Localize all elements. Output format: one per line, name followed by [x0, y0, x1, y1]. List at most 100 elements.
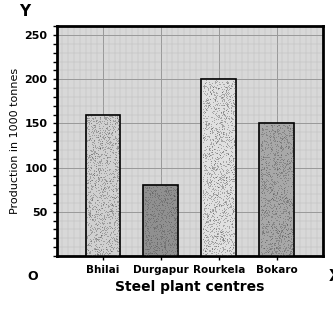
Point [216, 177, 221, 182]
Point [269, 251, 274, 256]
Point [163, 197, 168, 203]
Point [228, 189, 234, 195]
Point [100, 138, 105, 143]
Point [228, 119, 234, 124]
Point [270, 132, 276, 137]
Point [226, 238, 231, 243]
Point [213, 244, 219, 249]
Point [115, 123, 120, 128]
Point [260, 182, 265, 187]
Point [285, 138, 290, 143]
Point [264, 226, 269, 232]
Point [274, 225, 279, 231]
Point [105, 121, 110, 126]
Point [174, 185, 180, 190]
Point [214, 127, 219, 132]
Point [232, 239, 237, 244]
Point [221, 199, 226, 204]
Point [217, 177, 223, 182]
Point [114, 252, 120, 257]
Point [222, 148, 227, 153]
Point [261, 196, 266, 201]
Point [89, 214, 94, 219]
Point [85, 117, 90, 123]
Point [290, 188, 296, 193]
Point [100, 220, 105, 226]
Point [215, 177, 221, 183]
Point [143, 213, 148, 218]
Point [93, 217, 98, 222]
Point [228, 184, 233, 190]
Point [110, 171, 115, 176]
Point [275, 187, 280, 193]
Point [223, 101, 228, 106]
Point [100, 186, 105, 192]
Point [94, 227, 99, 232]
Point [274, 129, 280, 134]
Point [107, 118, 112, 123]
Point [207, 217, 212, 223]
Point [104, 131, 109, 136]
Point [260, 127, 265, 133]
Point [287, 210, 292, 215]
Point [208, 224, 213, 230]
Point [211, 197, 216, 202]
Point [106, 238, 111, 244]
Point [100, 133, 106, 138]
Point [165, 229, 170, 234]
Point [209, 126, 214, 131]
Point [103, 225, 109, 230]
Point [231, 99, 236, 104]
Point [216, 174, 221, 179]
Point [96, 194, 101, 199]
Point [103, 210, 108, 215]
Point [205, 213, 210, 218]
Point [217, 235, 222, 240]
Point [273, 250, 278, 255]
Point [231, 171, 236, 176]
Point [214, 83, 219, 88]
Point [217, 210, 223, 215]
Point [284, 170, 289, 175]
Point [90, 123, 96, 128]
Point [287, 251, 293, 256]
Point [110, 194, 115, 199]
Point [144, 201, 150, 207]
Point [97, 116, 103, 122]
Point [208, 218, 213, 223]
Point [220, 209, 225, 214]
Point [103, 134, 108, 140]
Point [208, 178, 213, 184]
Point [278, 125, 283, 130]
Point [273, 160, 278, 165]
Point [162, 198, 167, 203]
Point [97, 227, 102, 232]
Point [113, 119, 119, 124]
Point [108, 244, 113, 249]
Point [224, 148, 229, 153]
Point [227, 98, 232, 104]
Point [267, 166, 272, 171]
Point [160, 201, 165, 207]
Point [213, 86, 218, 91]
Point [159, 214, 164, 219]
Point [97, 190, 102, 195]
Point [159, 234, 164, 239]
Point [166, 238, 171, 243]
Point [98, 178, 103, 183]
Point [166, 248, 171, 253]
Point [207, 130, 212, 135]
Point [209, 238, 215, 243]
Point [219, 190, 224, 195]
Point [108, 142, 113, 148]
Point [155, 216, 161, 222]
Point [142, 229, 148, 234]
Point [264, 238, 270, 243]
Point [85, 180, 91, 185]
Point [111, 179, 116, 184]
Point [150, 209, 155, 214]
Point [172, 229, 177, 235]
Point [95, 234, 101, 239]
Point [93, 124, 98, 129]
Point [166, 220, 171, 225]
